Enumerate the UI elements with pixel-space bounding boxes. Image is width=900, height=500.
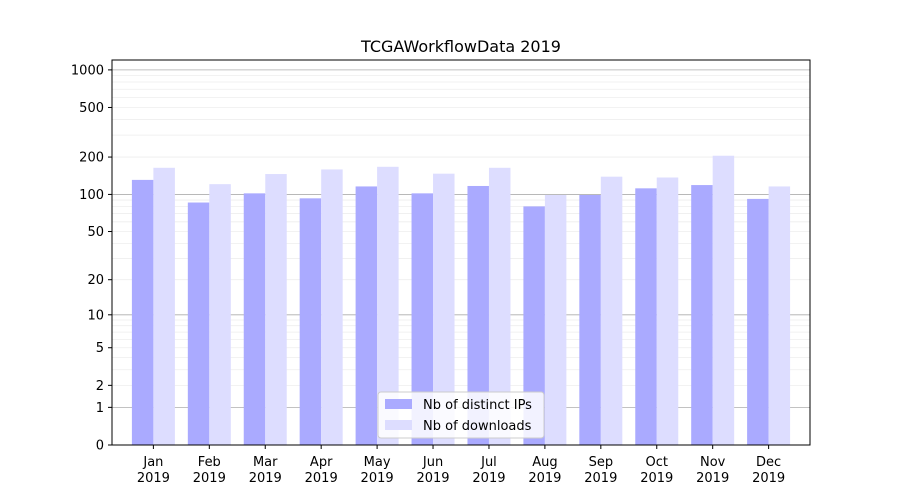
legend-label: Nb of downloads	[423, 419, 532, 434]
x-tick-label: Sep 2019	[584, 455, 617, 486]
y-axis: 0 1 2 5 10 20 50 100 200 500 1000	[71, 63, 112, 454]
y-tick-label: 50	[87, 225, 104, 240]
bar-distinct-ips	[747, 198, 769, 445]
x-tick-label: Jun 2019	[416, 455, 449, 486]
bar-distinct-ips	[691, 185, 713, 445]
y-tick-label: 10	[87, 308, 104, 323]
x-tick-label: Jan 2019	[137, 455, 170, 486]
y-tick-label: 5	[96, 341, 104, 356]
bar-distinct-ips	[579, 194, 601, 445]
bar-downloads	[600, 176, 623, 445]
x-tick-label: Apr 2019	[305, 455, 338, 486]
chart-title: TCGAWorkflowData 2019	[360, 37, 561, 56]
legend-box	[377, 391, 545, 439]
legend-swatch	[385, 399, 412, 409]
x-tick-label: Jul 2019	[472, 455, 505, 486]
bar-distinct-ips	[635, 188, 657, 445]
bar-distinct-ips	[355, 186, 378, 445]
bar-distinct-ips	[299, 198, 322, 445]
y-tick-label: 0	[96, 439, 104, 454]
bar-distinct-ips	[467, 185, 489, 445]
bar-downloads	[656, 177, 679, 446]
bar-downloads	[209, 184, 231, 445]
bar-distinct-ips	[411, 193, 434, 445]
x-axis: Jan 2019 Feb 2019 Mar 2019 Apr 2019 May 2019 Jun 20…	[137, 445, 785, 486]
x-tick-label: Feb 2019	[193, 455, 226, 486]
y-tick-label: 100	[79, 188, 104, 203]
plot-frame	[111, 59, 811, 446]
bars-layer	[131, 155, 791, 446]
x-tick-label: Aug 2019	[528, 455, 561, 486]
bar-downloads	[265, 174, 287, 445]
bar-distinct-ips	[131, 179, 154, 445]
legend-swatch	[385, 420, 412, 430]
y-tick-label: 1000	[71, 63, 104, 78]
bar-distinct-ips	[523, 206, 545, 445]
bar-downloads	[321, 169, 343, 445]
bar-downloads	[544, 194, 567, 445]
x-tick-label: Mar 2019	[249, 455, 282, 486]
y-tick-label: 500	[79, 101, 104, 116]
bar-distinct-ips	[187, 202, 210, 445]
bar-downloads	[377, 166, 399, 446]
bar-distinct-ips	[243, 193, 266, 445]
bar-downloads	[153, 167, 175, 445]
x-tick-label: Oct 2019	[640, 455, 673, 486]
legend: Nb of distinct IPs Nb of downloads	[377, 391, 545, 439]
y-tick-label: 20	[87, 273, 104, 288]
legend-label: Nb of distinct IPs	[423, 398, 532, 413]
x-tick-label: Nov 2019	[696, 455, 729, 486]
bar-downloads	[768, 186, 791, 445]
x-tick-label: Dec 2019	[752, 455, 785, 486]
bar-downloads	[433, 173, 455, 445]
y-tick-label: 2	[96, 379, 104, 394]
bar-downloads	[712, 155, 735, 445]
bar-downloads	[488, 167, 511, 445]
y-tick-label: 200	[79, 151, 104, 166]
x-tick-label: May 2019	[361, 455, 394, 486]
y-tick-label: 1	[96, 401, 104, 416]
